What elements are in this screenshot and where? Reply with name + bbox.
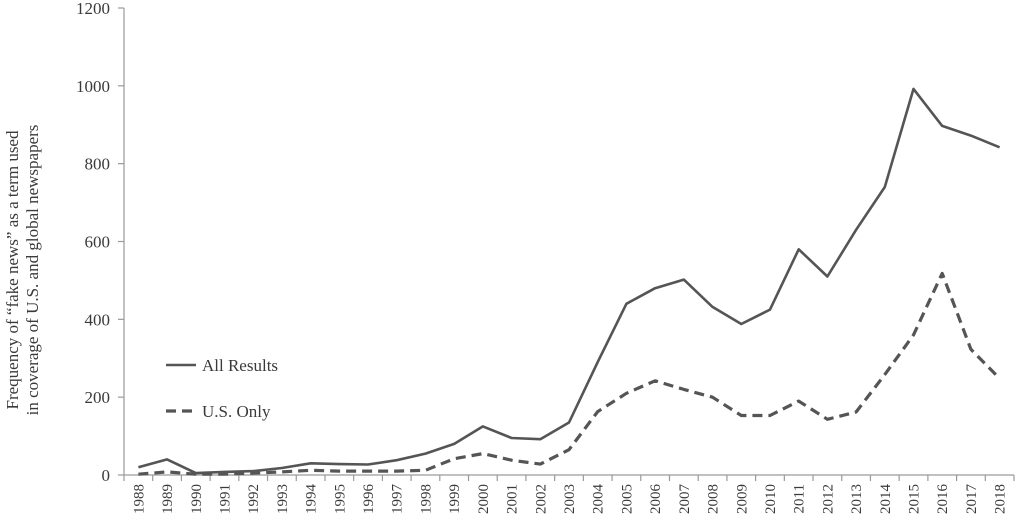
y-tick-label: 600 — [85, 233, 111, 252]
y-axis-label: Frequency of “fake news” as a term used … — [3, 125, 42, 416]
y-tick-label: 400 — [85, 310, 111, 329]
y-tick-label: 200 — [85, 388, 111, 407]
y-tick-label: 800 — [85, 155, 111, 174]
x-tick-label: 2001 — [505, 484, 521, 514]
y-tick-label: 1200 — [76, 0, 110, 18]
x-tick-label: 1993 — [275, 484, 291, 514]
x-tick-label: 2002 — [533, 484, 549, 514]
series-lines — [138, 87, 1001, 476]
x-tick-label: 1992 — [246, 484, 262, 514]
x-tick-label: 2003 — [562, 484, 578, 514]
y-ticks: 0 200 400 600 800 1000 1200 — [76, 0, 124, 485]
x-tick-label: 2008 — [706, 484, 722, 514]
legend-label: All Results — [202, 356, 278, 375]
legend: All Results U.S. Only — [166, 356, 278, 421]
x-tick-label: 2013 — [849, 484, 865, 514]
x-ticks: 1988 1989 1990 1991 1992 1993 1994 1995 1996 1997… — [123, 475, 1015, 515]
x-tick-label: 2009 — [734, 484, 750, 514]
x-tick-label: 1994 — [304, 484, 320, 515]
y-axis-label-line-2: in coverage of U.S. and global newspaper… — [23, 125, 42, 416]
legend-label: U.S. Only — [202, 402, 271, 421]
x-tick-label: 1999 — [447, 484, 463, 514]
x-tick-label: 2014 — [878, 484, 894, 515]
x-tick-label: 2015 — [907, 484, 923, 514]
x-tick-label: 1988 — [131, 484, 147, 514]
x-tick-label: 2005 — [619, 484, 635, 514]
x-tick-label: 2018 — [993, 484, 1009, 514]
x-tick-label: 2000 — [476, 484, 492, 514]
x-tick-label: 1998 — [418, 484, 434, 514]
x-tick-label: 1989 — [160, 484, 176, 514]
x-tick-label: 2006 — [648, 484, 664, 515]
x-tick-label: 1995 — [332, 484, 348, 514]
x-tick-label: 1996 — [361, 484, 377, 515]
x-tick-label: 2007 — [677, 484, 693, 515]
x-tick-label: 2004 — [591, 484, 607, 515]
x-tick-label: 2016 — [935, 484, 951, 515]
x-tick-label: 2010 — [763, 484, 779, 514]
x-tick-label: 1991 — [217, 484, 233, 514]
series-line-us-only — [138, 271, 1001, 476]
x-tick-label: 2011 — [792, 484, 808, 513]
x-tick-label: 1990 — [189, 484, 205, 514]
x-tick-label: 2012 — [820, 484, 836, 514]
y-tick-label: 1000 — [76, 77, 110, 96]
y-tick-label: 0 — [102, 466, 111, 485]
x-tick-label: 2017 — [964, 484, 980, 515]
y-axis-label-line-1: Frequency of “fake news” as a term used — [3, 130, 22, 409]
x-tick-label: 1997 — [390, 484, 406, 515]
series-line-all-results — [138, 87, 1001, 475]
